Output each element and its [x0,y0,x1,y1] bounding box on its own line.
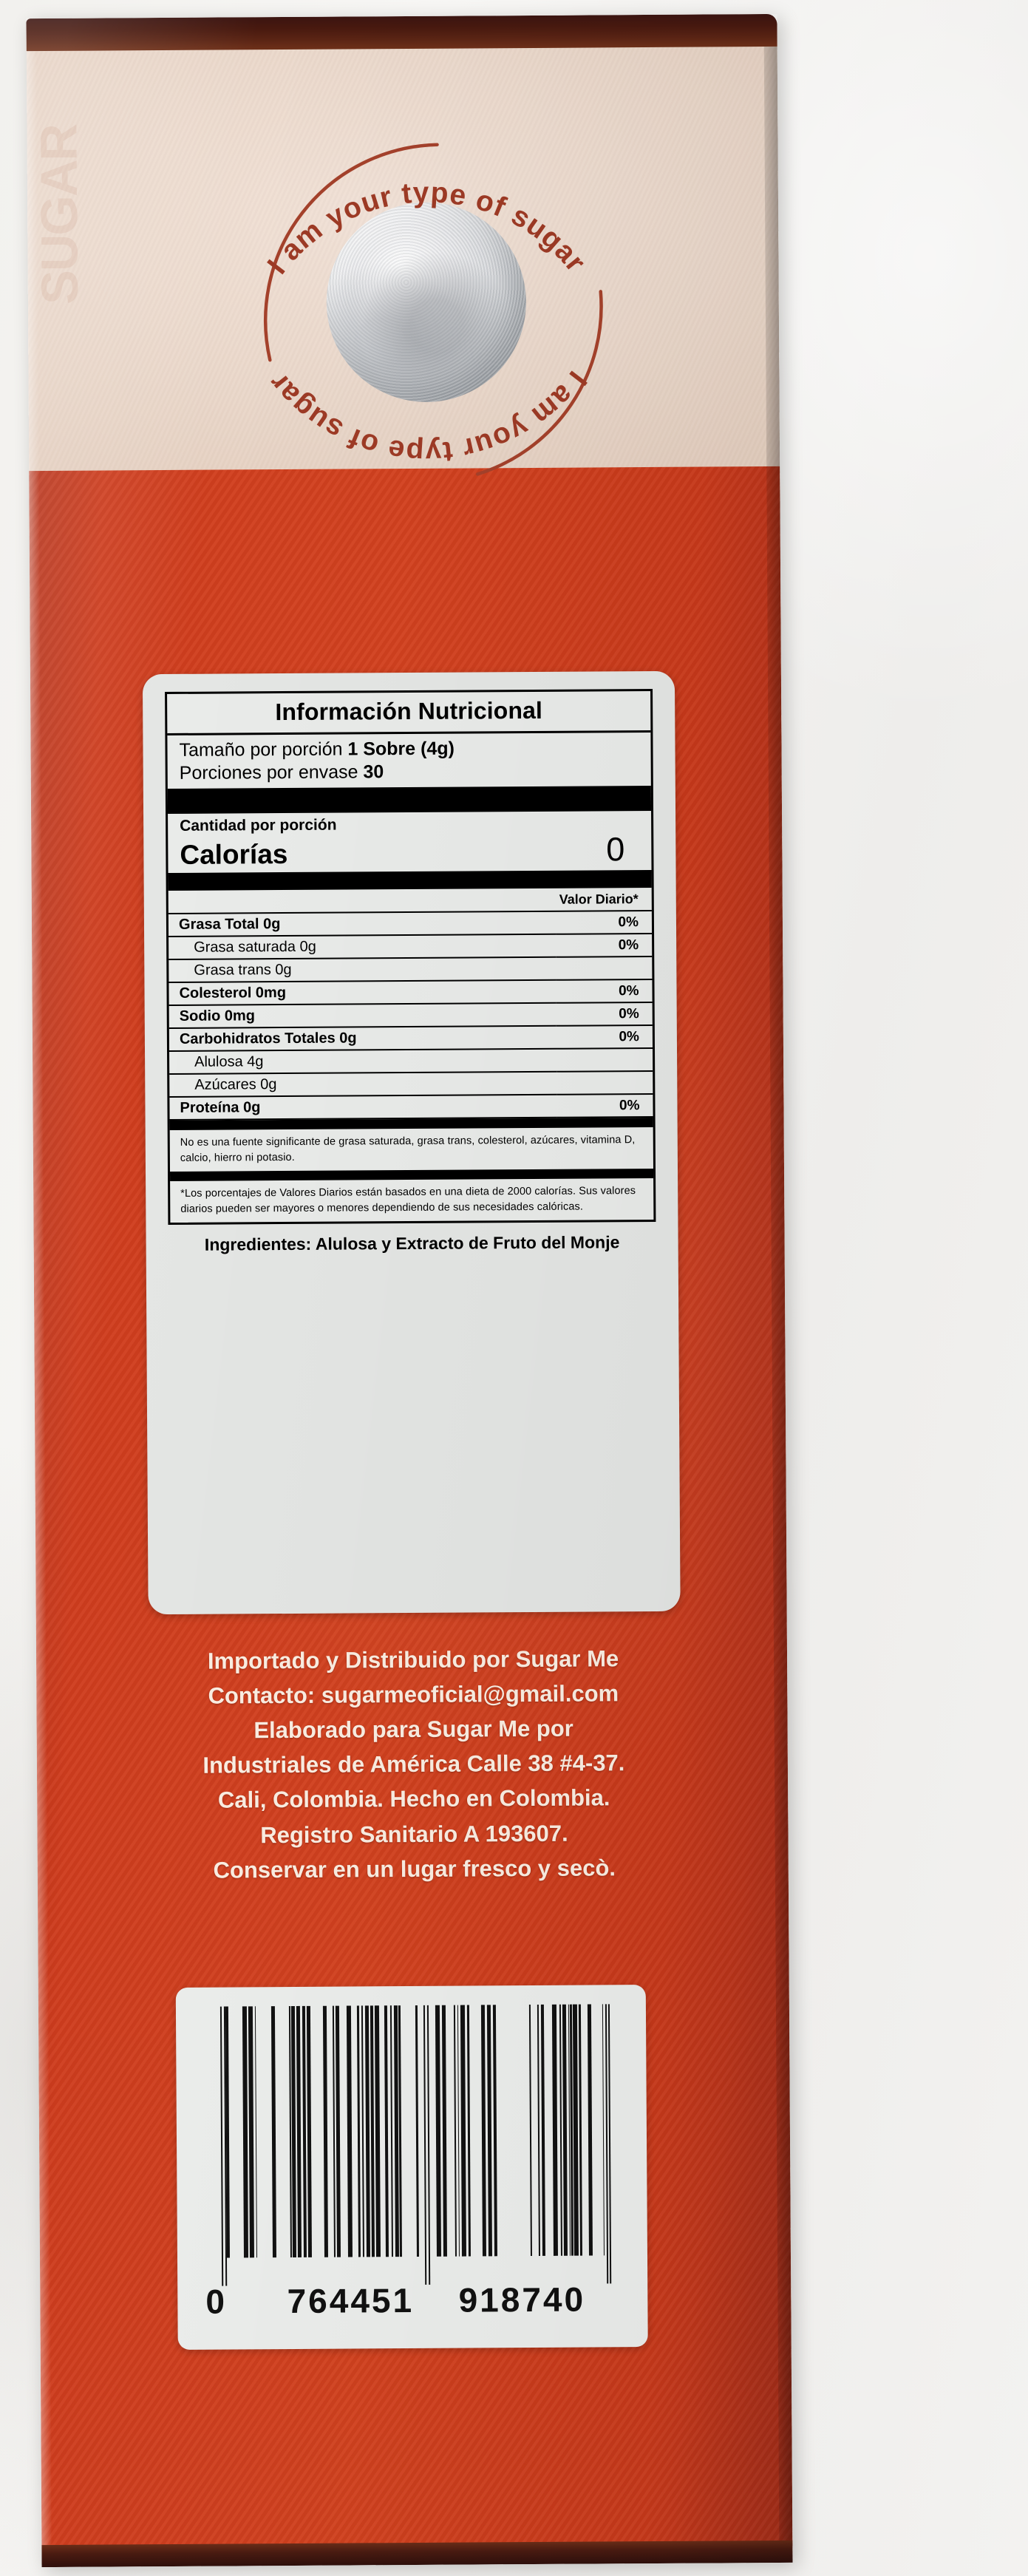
product-box: SUGAR I am your type of sugar [26,13,793,2568]
servings-per-container-line: Porciones por envase 30 [180,758,651,784]
nutrition-facts-table: Información Nutricional Tamaño por porci… [165,688,656,1226]
nutrient-name: Azúcares 0g [194,1076,277,1093]
nutrient-row: Alulosa 4g [169,1047,653,1074]
note-daily-values: *Los porcentajes de Valores Diarios está… [180,1185,636,1215]
nutrient-name: Grasa saturada 0g [194,938,316,956]
distributor-line: Elaborado para Sugar Me por [253,1715,573,1744]
nutrient-daily-value: 0% [618,937,639,953]
barcode-card: 0 764451 918740 [175,1985,648,2350]
barcode-middle-digits: 764451 [287,2280,415,2321]
arc-decoration-left [263,143,439,362]
distributor-line: Contacto: sugarmeoficial@gmail.com [208,1680,619,1709]
distributor-line: Importado y Distribuido por Sugar Me [207,1645,619,1674]
daily-value-header: Valor Diario* [168,887,652,914]
nutrient-row: Grasa saturada 0g 0% [169,933,653,959]
nutrient-daily-value: 0% [619,1005,639,1022]
calories-label: Calorías [180,838,288,870]
nutrient-row: Proteína 0g 0% [169,1093,653,1120]
barcode-right-digits: 918740 [458,2280,586,2320]
nutrient-name: Sodio 0mg [179,1007,256,1024]
arc-decoration-right [476,290,603,476]
nutrient-row: Colesterol 0mg 0% [169,979,653,1005]
nutrient-name: Carbohidratos Totales 0g [179,1030,357,1047]
servings-per-container-value: 30 [363,761,384,782]
carton-top-edge [26,13,777,52]
calories-block: Cantidad por porción Calorías 0 [168,811,651,873]
nutrient-daily-value: 0% [618,914,639,930]
note-not-significant: No es una fuente significante de grasa s… [180,1134,636,1164]
nutrient-name: Colesterol 0mg [179,985,287,1002]
emblem-top-text: I am your type of sugar [261,176,592,281]
nutrient-row: Sodio 0mg 0% [169,1002,653,1028]
nutrient-daily-value [556,1071,653,1095]
distributor-line: Conservar en un lugar fresco y secò. [213,1854,616,1883]
nutrition-label-card: Información Nutricional Tamaño por porci… [142,670,681,1615]
ingredients-text: Ingredientes: Alulosa y Extracto de Frut… [204,1232,620,1255]
nutrient-daily-value [556,1048,653,1072]
nutrition-title: Información Nutricional [167,690,651,735]
carton-bottom-edge [41,2540,793,2568]
serving-size-label: Tamaño por porción [179,738,343,761]
nutrient-name: Alulosa 4g [194,1053,264,1070]
nutrient-row: Grasa trans 0g [169,956,653,982]
nutrient-row: Carbohidratos Totales 0g 0% [169,1024,653,1051]
distributor-line: Industriales de América Calle 38 #4-37. [202,1750,625,1779]
nutrient-daily-value: 0% [619,1028,639,1044]
nutrient-daily-value [556,956,652,980]
barcode-left-digit: 0 [205,2282,228,2321]
nutrient-row: Azúcares 0g [169,1070,653,1097]
nutrient-rows: Grasa Total 0g 0% Grasa saturada 0g 0% Grasa… [168,911,653,1121]
divider-thick-1 [167,785,652,814]
calories-row: Calorías 0 [180,830,639,871]
calories-value: 0 [606,830,625,869]
distributor-info: Importado y Distribuido por Sugar Me Cont… [81,1640,747,1888]
serving-info: Tamaño por porción 1 Sobre (4g) Porcione… [167,733,650,789]
distributor-line: Cali, Colombia. Hecho en Colombia. [217,1784,610,1814]
servings-per-container-label: Porciones por envase [179,761,358,784]
barcode-bars [219,2004,612,2286]
serving-size-value: 1 Sobre (4g) [347,738,455,760]
emblem-bottom-text: I am your type of sugar [262,365,593,470]
nutrient-name: Grasa trans 0g [194,961,292,979]
nutrient-name: Grasa Total 0g [178,916,281,933]
nutrient-name: Proteína 0g [180,1099,261,1116]
circular-slogan-emblem: I am your type of sugar I am your type o… [215,98,639,521]
nutrient-row: Grasa Total 0g 0% [168,911,653,937]
distributor-line: Registro Sanitario A 193607. [260,1820,568,1848]
serving-size-line: Tamaño por porción 1 Sobre (4g) [179,736,650,761]
nutrient-daily-value: 0% [619,1097,640,1113]
nutrient-daily-value: 0% [618,982,639,999]
